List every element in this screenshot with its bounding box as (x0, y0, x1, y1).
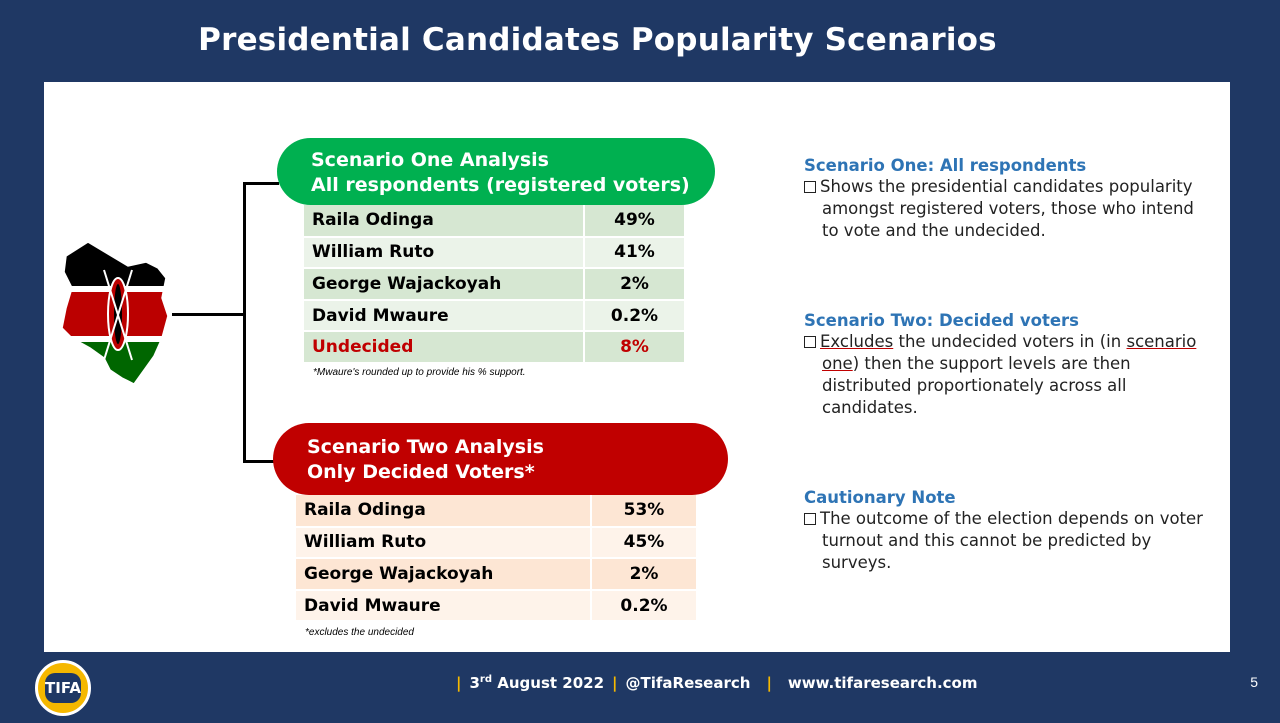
tifa-logo: TIFA (35, 660, 91, 716)
tifa-logo-text: TIFA (45, 673, 81, 703)
table-row: George Wajackoyah 2% (304, 268, 684, 301)
candidate-value: 2% (591, 558, 696, 591)
table-row: David Mwaure 0.2% (304, 299, 684, 333)
cautionary-note-text: The outcome of the election depends on v… (804, 508, 1204, 574)
scenario-one-explanation-text: Shows the presidential candidates popula… (804, 176, 1204, 242)
scenario-two-heading: Scenario Two Analysis Only Decided Voter… (273, 423, 728, 495)
footer-date-suffix: rd (479, 674, 493, 685)
candidate-name: Raila Odinga (304, 205, 585, 238)
table-row: George Wajackoyah 2% (296, 558, 696, 591)
candidate-value: 2% (584, 268, 684, 301)
explanation-text: The outcome of the election depends on v… (820, 509, 1203, 572)
candidate-value: 8% (584, 331, 684, 364)
table-row: William Ruto 45% (296, 526, 696, 560)
table-row: Raila Odinga 49% (304, 205, 684, 238)
connector-bottom (243, 460, 275, 463)
scenario-two-explanation: Scenario Two: Decided voters Excludes th… (804, 311, 1204, 419)
scenario-one-note: *Mwaure's rounded up to provide his % su… (313, 367, 526, 378)
scenario-one-heading: Scenario One Analysis All respondents (r… (277, 138, 715, 205)
candidate-name: George Wajackoyah (304, 268, 585, 301)
explanation-text: Shows the presidential candidates popula… (820, 177, 1194, 240)
candidate-value: 49% (584, 205, 684, 238)
checkbox-bullet-icon (804, 336, 816, 348)
connector-horizontal (172, 313, 244, 316)
candidate-value: 45% (591, 526, 696, 560)
explanation-text: the undecided voters in (in (893, 332, 1127, 351)
scenario-two-heading-line2: Only Decided Voters* (307, 461, 535, 483)
slide-title: Presidential Candidates Popularity Scena… (198, 22, 997, 58)
footer: | 3rd August 2022 | @TifaResearch | www.tifar… (456, 674, 978, 692)
connector-top (243, 182, 279, 185)
table-row-undecided: Undecided 8% (304, 331, 684, 364)
candidate-value: 0.2% (584, 299, 684, 333)
candidate-value: 0.2% (591, 589, 696, 623)
cautionary-note-title: Cautionary Note (804, 488, 956, 507)
scenario-two-heading-line1: Scenario Two Analysis (307, 436, 544, 458)
scenario-two-table: Raila Odinga 53% William Ruto 45% George W… (296, 495, 696, 623)
scenario-two-note: *excludes the undecided (305, 627, 414, 638)
scenario-one-explanation-title: Scenario One: All respondents (804, 156, 1087, 175)
candidate-name: William Ruto (296, 526, 592, 560)
candidate-name: George Wajackoyah (296, 558, 592, 591)
footer-website: www.tifaresearch.com (787, 674, 978, 692)
scenario-one-heading-line2: All respondents (registered voters) (311, 174, 690, 196)
explanation-text: ) then the support levels are then distr… (822, 354, 1131, 417)
explanation-underlined: scenario one (822, 332, 1197, 373)
candidate-name: Raila Odinga (296, 495, 592, 528)
checkbox-bullet-icon (804, 181, 816, 193)
footer-handle: @TifaResearch (625, 674, 751, 692)
candidate-name: David Mwaure (304, 299, 585, 333)
table-row: William Ruto 41% (304, 236, 684, 270)
scenario-one-heading-line1: Scenario One Analysis (311, 149, 549, 171)
cautionary-note: Cautionary Note The outcome of the elect… (804, 488, 1204, 574)
table-row: Raila Odinga 53% (296, 495, 696, 528)
candidate-name: David Mwaure (296, 589, 592, 623)
scenario-one-table: Raila Odinga 49% William Ruto 41% George W… (304, 205, 684, 364)
kenya-map-icon (61, 241, 169, 385)
scenario-two-explanation-text: Excludes the undecided voters in (in sce… (804, 331, 1204, 419)
checkbox-bullet-icon (804, 513, 816, 525)
candidate-value: 53% (591, 495, 696, 528)
scenario-one-explanation: Scenario One: All respondents Shows the … (804, 156, 1204, 242)
explanation-underlined: Excludes (820, 332, 894, 351)
page-number: 5 (1250, 674, 1258, 690)
candidate-value: 41% (584, 236, 684, 270)
candidate-name: Undecided (304, 331, 585, 364)
connector-vertical (243, 182, 246, 463)
table-row: David Mwaure 0.2% (296, 589, 696, 623)
scenario-two-explanation-title: Scenario Two: Decided voters (804, 311, 1079, 330)
footer-date-day: 3 (469, 674, 480, 692)
candidate-name: William Ruto (304, 236, 585, 270)
footer-date-rest: August 2022 (492, 674, 605, 692)
